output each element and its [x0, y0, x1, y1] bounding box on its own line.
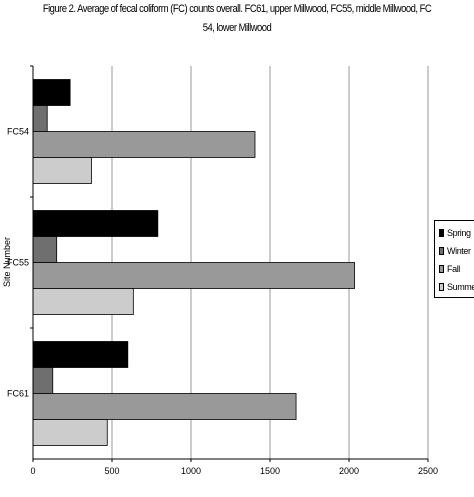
x-tick-label-2000: 2000 — [339, 466, 359, 476]
legend-label-spring: Spring — [447, 228, 471, 238]
legend-swatch-summer — [439, 283, 444, 291]
y-tick-label-FC54: FC54 — [7, 127, 29, 137]
bar-FC55-winter — [32, 236, 58, 263]
legend-swatch-spring — [439, 229, 444, 237]
x-tick-label-1000: 1000 — [181, 466, 201, 476]
legend-label-fall: Fall — [447, 264, 460, 274]
axes: 0 500 1000 1500 2000 2500 FC54 FC55 FC61 — [7, 65, 438, 476]
legend-label-winter: Winter — [447, 246, 471, 256]
legend: Spring Winter Fall Summer — [434, 220, 474, 298]
legend-item-spring: Spring — [439, 227, 471, 239]
bar-FC61-spring — [32, 341, 129, 368]
x-tick-label-1500: 1500 — [260, 466, 280, 476]
legend-item-fall: Fall — [439, 263, 460, 275]
y-tick-label-FC61: FC61 — [7, 389, 29, 399]
bar-FC55-fall — [32, 262, 355, 289]
bar-FC54-fall — [32, 131, 256, 158]
legend-label-summer: Summer — [447, 282, 474, 292]
bar-FC54-spring — [32, 79, 71, 106]
bars — [32, 79, 355, 446]
x-tick-label-2500: 2500 — [418, 466, 438, 476]
legend-swatch-fall — [439, 265, 444, 273]
y-axis-title: Site Number — [2, 237, 12, 287]
legend-swatch-winter — [439, 247, 444, 255]
legend-item-summer: Summer — [439, 281, 474, 293]
x-tick-label-0: 0 — [30, 466, 35, 476]
chart-title: Figure 2. Average of fecal coliform (FC)… — [33, 0, 441, 38]
bar-FC61-fall — [32, 393, 297, 420]
bar-FC61-winter — [32, 367, 54, 394]
x-tick-label-500: 500 — [104, 466, 119, 476]
bar-FC54-winter — [32, 105, 48, 132]
chart-title-line-1: Figure 2. Average of fecal coliform (FC)… — [42, 3, 432, 15]
bar-FC55-spring — [32, 210, 159, 237]
y-tick-label-FC55: FC55 — [7, 258, 29, 268]
bar-FC55-summer — [32, 288, 134, 315]
chart-title-line-2: 54, lower Millwood — [202, 22, 272, 34]
bar-FC54-summer — [32, 157, 92, 184]
bar-FC61-summer — [32, 419, 108, 446]
legend-item-winter: Winter — [439, 245, 471, 257]
